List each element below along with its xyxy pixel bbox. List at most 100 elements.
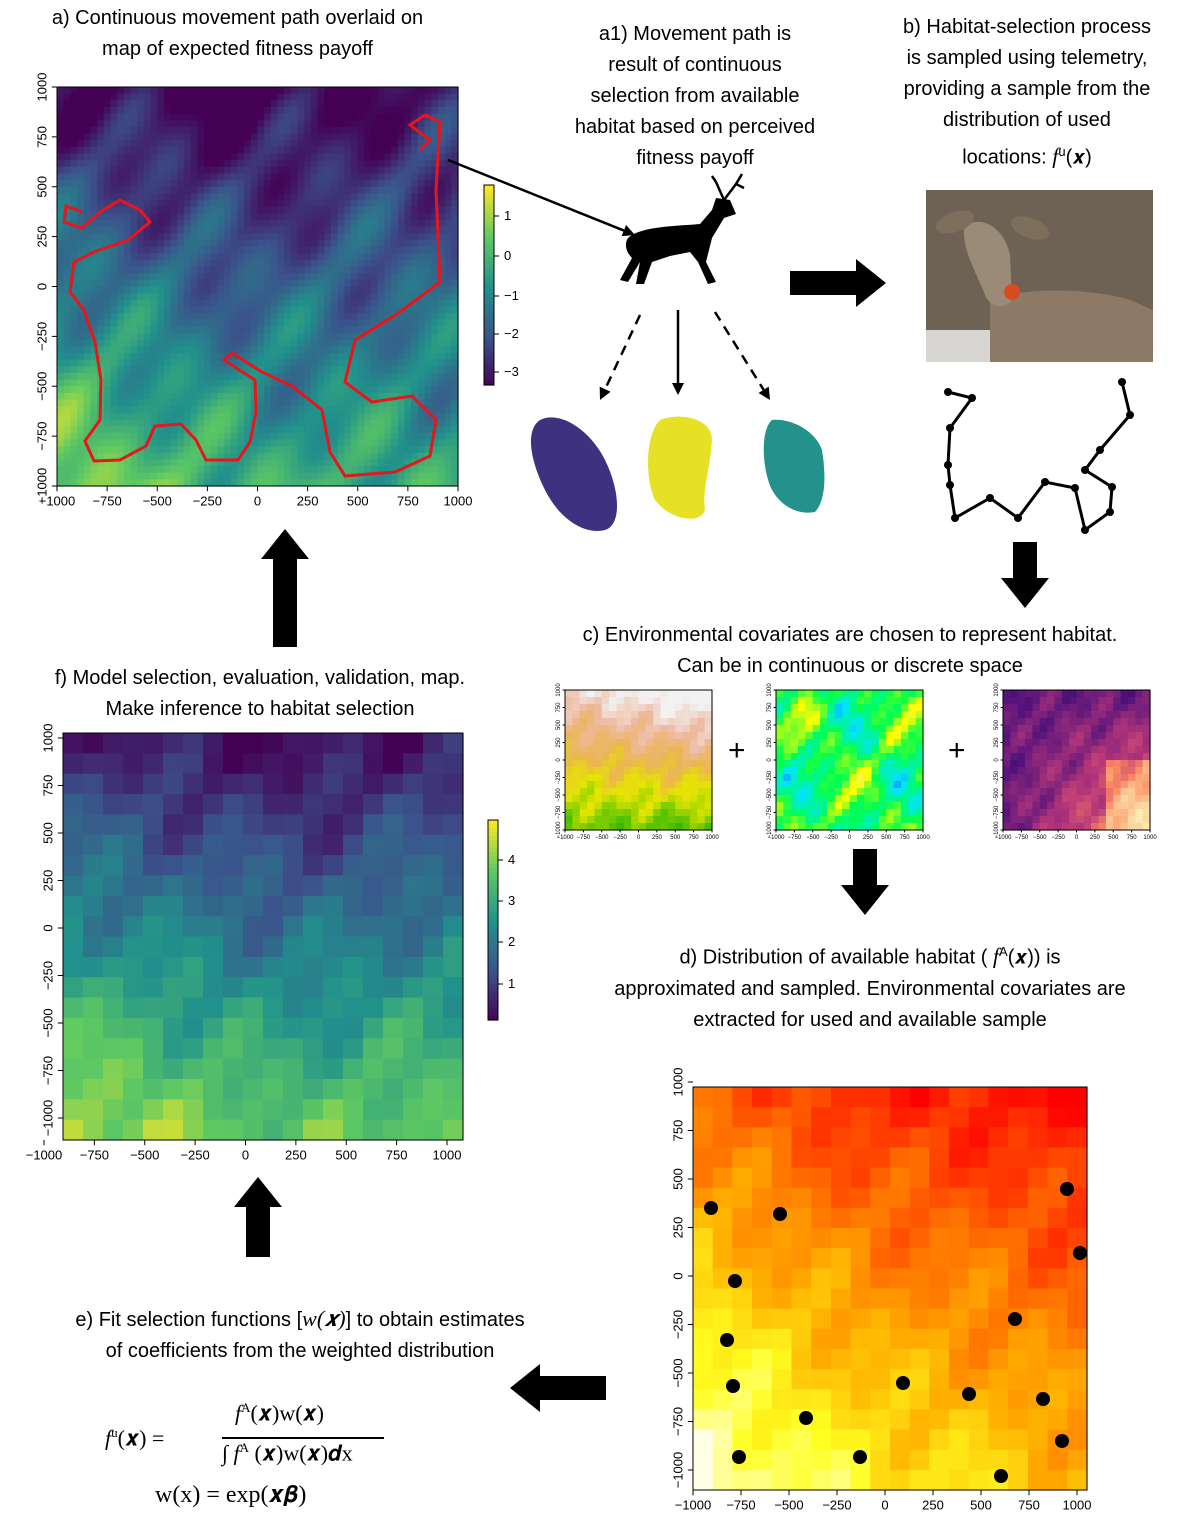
heatmap-cell [310, 432, 319, 441]
heatmap-cell [103, 753, 124, 775]
heatmap-cell [270, 266, 279, 274]
heatmap-cell [257, 120, 265, 128]
heatmap-cell [572, 711, 581, 719]
heatmap-cell [157, 120, 165, 128]
heatmap-cell [572, 795, 581, 803]
heatmap-cell [70, 386, 78, 394]
colorbar-cell [488, 1012, 498, 1017]
heatmap-cell [150, 313, 158, 321]
heatmap-cell [660, 809, 669, 817]
heatmap-cell [83, 855, 104, 877]
heatmap-cell [217, 153, 225, 161]
heatmap-cell [594, 732, 603, 740]
heatmap-cell [224, 160, 232, 168]
heatmap-cell [137, 412, 145, 421]
heatmap-cell [117, 113, 125, 121]
heatmap-cell [417, 173, 426, 181]
heatmap-cell [357, 372, 366, 381]
heatmap-cell [968, 1308, 990, 1330]
heatmap-cell [110, 213, 118, 221]
heatmap-cell [890, 1268, 911, 1290]
heatmap-cell [645, 781, 654, 789]
heatmap-cell [117, 266, 125, 274]
heatmap-cell [909, 1268, 930, 1290]
heatmap-cell [424, 226, 432, 234]
heatmap-cell [130, 446, 138, 454]
heatmap-cell [357, 399, 366, 407]
heatmap-cell [344, 186, 352, 194]
heatmap-cell [137, 153, 145, 161]
heatmap-cell [224, 233, 232, 241]
heatmap-cell [150, 399, 158, 407]
heatmap-cell [183, 286, 192, 294]
heatmap-cell [660, 746, 669, 754]
heatmap-cell [364, 459, 372, 467]
heatmap-cell [363, 773, 384, 795]
heatmap-cell [250, 180, 259, 188]
heatmap-cell [283, 834, 304, 856]
heatmap-cell [890, 1469, 911, 1491]
heatmap-cell [143, 193, 152, 201]
heatmap-cell [631, 718, 640, 726]
heatmap-cell [587, 704, 595, 712]
heatmap-cell [601, 809, 610, 817]
heatmap-cell [204, 472, 212, 480]
heatmap-cell [870, 1167, 891, 1189]
heatmap-cell [90, 412, 98, 421]
heatmap-cell [217, 313, 225, 321]
heatmap-cell [230, 333, 239, 341]
heatmap-cell [444, 392, 452, 401]
heatmap-cell [693, 1167, 714, 1189]
heatmap-cell [331, 87, 339, 95]
heatmap-cell [257, 273, 265, 281]
colorbar-cell [488, 952, 498, 957]
heatmap-cell [290, 306, 299, 314]
heatmap-cell [210, 379, 218, 387]
heatmap-cell [377, 180, 386, 188]
heatmap-cell [183, 319, 192, 327]
heatmap-cell [351, 446, 359, 454]
heatmap-cell [310, 279, 319, 288]
heatmap-cell [163, 359, 172, 367]
heatmap-cell [645, 739, 654, 747]
colorbar-cell [484, 221, 494, 226]
heatmap-cell [431, 372, 439, 381]
heatmap-cell [351, 186, 359, 194]
heatmap-cell [170, 93, 178, 101]
heatmap-cell [565, 732, 573, 740]
heatmap-cell [631, 767, 640, 775]
heatmap-cell [217, 446, 225, 454]
heatmap-cell [130, 346, 138, 354]
heatmap-cell [217, 87, 225, 95]
heatmap-cell [870, 1288, 891, 1310]
heatmap-cell [391, 180, 399, 188]
heatmap-cell [1067, 1268, 1088, 1290]
heatmap-cell [297, 133, 305, 141]
heatmap-cell [383, 916, 404, 938]
heatmap-cell [203, 773, 224, 795]
heatmap-cell [444, 339, 452, 347]
heatmap-cell [444, 452, 452, 460]
heatmap-cell [404, 239, 412, 248]
heatmap-cell [277, 459, 285, 467]
heatmap-cell [645, 697, 654, 705]
heatmap-cell [297, 293, 305, 301]
heatmap-cell [103, 313, 112, 321]
heatmap-cell [157, 452, 165, 460]
heatmap-cell [244, 166, 252, 175]
heatmap-cell [130, 273, 138, 281]
heatmap-cell [565, 718, 573, 726]
heatmap-cell [170, 399, 178, 407]
heatmap-cell [304, 220, 312, 228]
heatmap-cell [653, 760, 662, 768]
heatmap-cell [689, 690, 698, 698]
heatmap-cell [163, 120, 172, 128]
heatmap-cell [97, 166, 105, 175]
heatmap-cell [63, 259, 71, 268]
heatmap-cell [117, 299, 125, 308]
heatmap-cell [263, 1038, 284, 1060]
heatmap-cell [197, 279, 205, 288]
heatmap-cell [411, 220, 419, 228]
heatmap-cell [177, 239, 185, 248]
heatmap-cell [344, 432, 352, 441]
